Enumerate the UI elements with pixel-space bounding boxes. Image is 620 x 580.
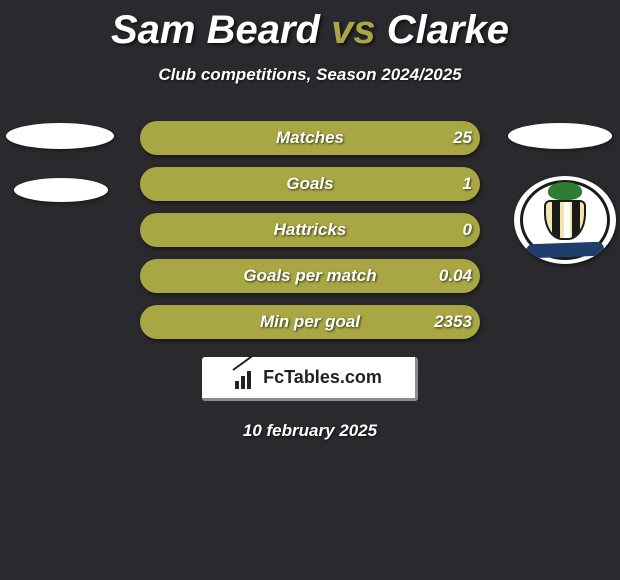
stat-value: 0 [463,207,472,253]
stat-value: 1 [463,161,472,207]
stat-value: 0.04 [439,253,472,299]
brand-badge[interactable]: FcTables.com [202,357,418,401]
stat-value: 25 [453,115,472,161]
brand-text: FcTables.com [263,367,382,388]
stat-label: Goals per match [140,253,480,299]
date-text: 10 february 2025 [0,421,620,441]
stat-row-goals: Goals 1 [0,161,620,207]
comparison-title: Sam Beard vs Clarke [0,0,620,53]
player2-name: Clarke [387,8,509,52]
subtitle: Club competitions, Season 2024/2025 [0,65,620,85]
stat-row-goals-per-match: Goals per match 0.04 [0,253,620,299]
player1-name: Sam Beard [111,8,320,52]
stat-label: Min per goal [140,299,480,345]
stats-area: Matches 25 Goals 1 Hattricks 0 Goals per… [0,115,620,345]
stat-row-min-per-goal: Min per goal 2353 [0,299,620,345]
stat-label: Matches [140,115,480,161]
stat-row-matches: Matches 25 [0,115,620,161]
stat-label: Hattricks [140,207,480,253]
stat-row-hattricks: Hattricks 0 [0,207,620,253]
stat-label: Goals [140,161,480,207]
bar-chart-icon [235,367,257,389]
stat-value: 2353 [434,299,472,345]
vs-text: vs [331,8,376,52]
